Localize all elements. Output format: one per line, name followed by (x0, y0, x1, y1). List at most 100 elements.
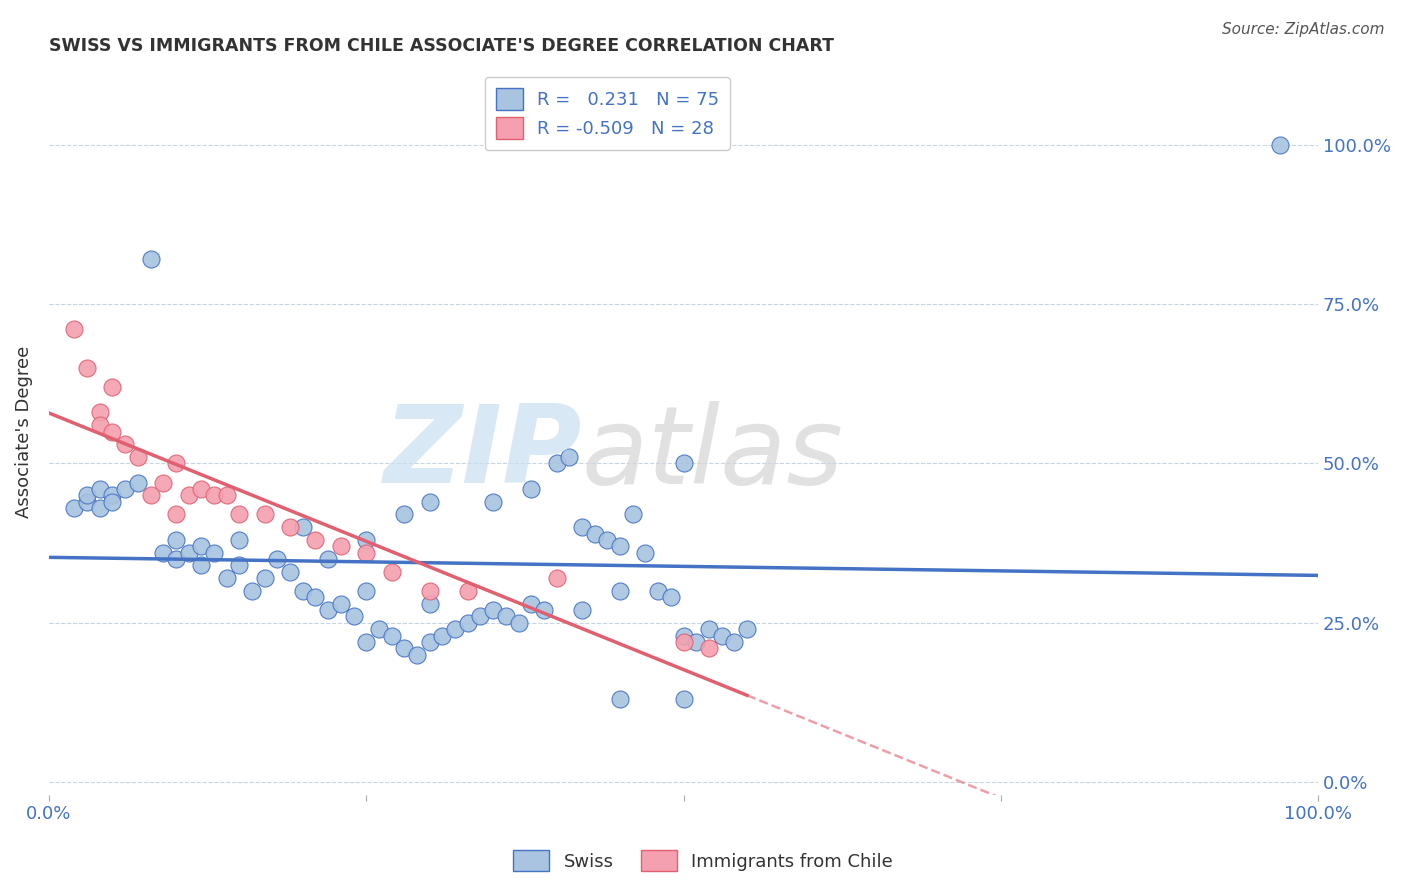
Point (278, 520, 301, 534)
Point (152, 546, 174, 560)
Point (735, 622, 758, 636)
Point (316, 552, 339, 566)
Point (571, 603, 593, 617)
Point (634, 546, 657, 560)
Point (190, 558, 212, 573)
Point (139, 488, 162, 502)
Point (278, 565, 301, 579)
Point (406, 648, 429, 662)
Point (381, 565, 404, 579)
Point (356, 584, 378, 599)
Point (697, 622, 720, 636)
Point (316, 603, 339, 617)
Point (672, 457, 695, 471)
Point (304, 533, 326, 547)
Point (228, 533, 250, 547)
Point (609, 539, 631, 553)
Point (329, 597, 352, 611)
Point (202, 546, 225, 560)
Point (253, 571, 276, 585)
Point (672, 692, 695, 706)
Point (546, 457, 568, 471)
Point (394, 641, 416, 656)
Text: Source: ZipAtlas.com: Source: ZipAtlas.com (1222, 22, 1385, 37)
Point (495, 609, 517, 624)
Point (266, 552, 288, 566)
Point (394, 508, 416, 522)
Point (89, 482, 111, 496)
Point (304, 591, 326, 605)
Text: SWISS VS IMMIGRANTS FROM CHILE ASSOCIATE'S DEGREE CORRELATION CHART: SWISS VS IMMIGRANTS FROM CHILE ASSOCIATE… (49, 37, 834, 55)
Text: atlas: atlas (582, 401, 844, 506)
Point (114, 437, 136, 451)
Point (356, 546, 378, 560)
Legend: R =   0.231   N = 75, R = -0.509   N = 28: R = 0.231 N = 75, R = -0.509 N = 28 (485, 77, 730, 150)
Point (177, 546, 200, 560)
Point (101, 488, 124, 502)
Point (685, 635, 707, 649)
Point (381, 629, 404, 643)
Point (253, 508, 276, 522)
Point (583, 526, 606, 541)
Point (444, 622, 467, 636)
Point (101, 425, 124, 439)
Point (63, 322, 86, 336)
Point (165, 552, 187, 566)
Point (419, 635, 441, 649)
Point (291, 520, 314, 534)
Y-axis label: Associate's Degree: Associate's Degree (15, 345, 32, 517)
Point (228, 558, 250, 573)
Point (710, 629, 733, 643)
Point (215, 571, 238, 585)
Point (571, 520, 593, 534)
Legend: Swiss, Immigrants from Chile: Swiss, Immigrants from Chile (506, 843, 900, 879)
Point (127, 475, 149, 490)
Point (419, 494, 441, 508)
Point (533, 603, 555, 617)
Point (520, 482, 543, 496)
Point (76, 494, 98, 508)
Point (101, 494, 124, 508)
Point (723, 635, 745, 649)
Point (190, 539, 212, 553)
Point (368, 622, 391, 636)
Point (659, 591, 682, 605)
Point (215, 488, 238, 502)
Point (342, 609, 364, 624)
Point (190, 482, 212, 496)
Point (609, 584, 631, 599)
Point (520, 597, 543, 611)
Point (558, 450, 581, 464)
Point (672, 635, 695, 649)
Point (609, 692, 631, 706)
Point (89, 405, 111, 419)
Point (165, 533, 187, 547)
Point (482, 494, 505, 508)
Point (596, 533, 619, 547)
Point (419, 584, 441, 599)
Point (356, 533, 378, 547)
Point (291, 584, 314, 599)
Point (508, 615, 530, 630)
Point (482, 603, 505, 617)
Point (127, 450, 149, 464)
Point (177, 488, 200, 502)
Point (152, 475, 174, 490)
Point (76, 360, 98, 375)
Point (165, 508, 187, 522)
Point (647, 584, 669, 599)
Point (89, 418, 111, 433)
Point (432, 629, 454, 643)
Point (672, 629, 695, 643)
Point (228, 508, 250, 522)
Point (114, 482, 136, 496)
Point (101, 380, 124, 394)
Text: ZIP: ZIP (384, 401, 582, 507)
Point (470, 609, 492, 624)
Point (457, 584, 479, 599)
Point (202, 488, 225, 502)
Point (457, 615, 479, 630)
Point (356, 635, 378, 649)
Point (697, 641, 720, 656)
Point (1268, 137, 1291, 152)
